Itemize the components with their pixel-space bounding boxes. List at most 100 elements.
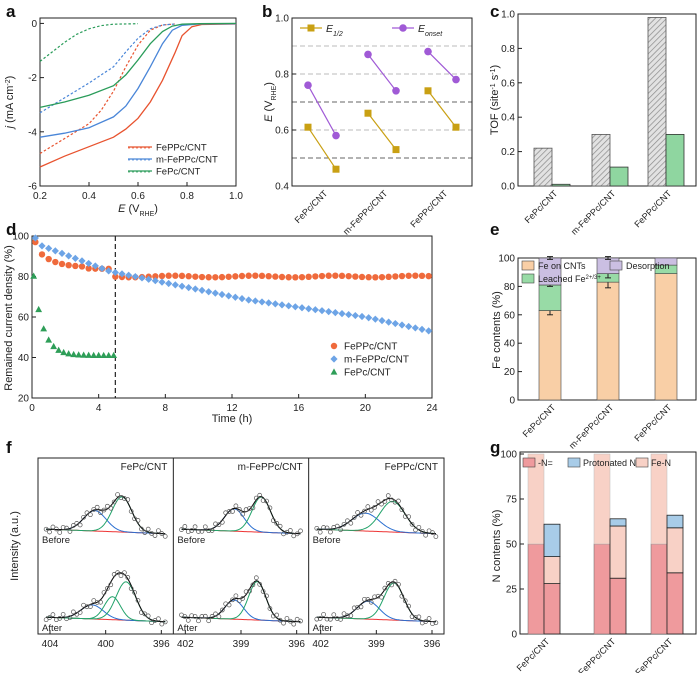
panel-f-data-point (348, 520, 354, 526)
panel-d-point-mFePPc (265, 299, 273, 307)
panel-c-tick-label-y: 0.8 (501, 44, 515, 55)
panel-f-data-point (345, 518, 350, 524)
panel-f-row-label: Before (313, 535, 341, 546)
panel-d-point-mFePPc (398, 321, 406, 329)
panel-f-data-point (108, 582, 114, 588)
panel-f-data-point (118, 573, 124, 579)
panel-d-point-mFePPc (211, 289, 219, 297)
panel-d-point-mFePPc (318, 307, 326, 315)
panel-g-bar-FeN (650, 453, 668, 545)
legend-part: onset (425, 31, 443, 38)
panel-f-data-point (267, 505, 273, 511)
panel-c-bar-green (551, 183, 571, 187)
panel-d-point-fePPc (325, 272, 332, 279)
panel-c-bar-green (665, 133, 685, 187)
panel-f-data-point (328, 616, 333, 622)
panel-a-legend-label: FePPc/CNT (156, 143, 207, 154)
panel-f-data-point (60, 612, 66, 617)
panel-label-d: d (6, 220, 17, 239)
panel-d-legend-marker (330, 355, 338, 363)
panel-f-data-point (125, 497, 131, 502)
panel-g-bar-FeN (527, 453, 545, 545)
panel-d-point-fePc (55, 346, 63, 353)
panel-f-data-point (291, 621, 297, 627)
panel-f-data-point (216, 614, 222, 619)
panel-f-data-point (128, 509, 134, 514)
panel-d-point-mFePPc (131, 272, 139, 281)
panel-f-data-point (105, 503, 110, 509)
panel-d-y-label-part: Remained current density (%) (3, 245, 15, 391)
panel-a-tick-label-y: 0 (31, 19, 37, 30)
panel-f-data-point (98, 510, 103, 516)
panel-c-category-label: m-FePPc/CNT (569, 188, 618, 237)
panel-d-point-fePPc (345, 272, 352, 280)
panel-f-data-point (402, 514, 408, 519)
panel-d-point-fePPc (232, 273, 239, 280)
panel-f-data-point (392, 578, 398, 584)
panel-d-point-mFePPc (125, 271, 133, 279)
panel-g-tick-label-y: 75 (506, 495, 518, 506)
panel-e-category-label: m-FePPc/CNT (567, 402, 616, 451)
panel-d-point-fePPc (58, 260, 66, 268)
panel-g-bar-N (650, 543, 668, 635)
panel-d-point-fePPc (52, 258, 59, 266)
panel-e-bar-segment (538, 310, 562, 401)
panel-f-data-point (321, 612, 326, 617)
panel-d-point-mFePPc (411, 324, 419, 332)
panel-f-data-point (209, 528, 215, 533)
panel-d-point-fePPc (212, 274, 219, 281)
panel-label-e: e (490, 220, 500, 239)
panel-f-data-point (375, 499, 381, 504)
panel-b-point (332, 165, 340, 173)
panel-d-point-mFePPc (178, 282, 186, 290)
panel-d-point-mFePPc (191, 285, 199, 293)
x-label-part: E (118, 203, 126, 215)
panel-g-category-label: FePPc/CNT (633, 636, 674, 673)
panel-d-point-fePPc (65, 261, 72, 269)
panel-c-tick-label-y: 0.4 (501, 113, 515, 124)
panel-f-data-point (250, 505, 256, 511)
panel-f-data-point (50, 612, 56, 617)
panel-d-tick-label-x: 12 (226, 403, 238, 414)
panel-f-data-point (189, 528, 195, 533)
panel-d-point-mFePPc (165, 279, 173, 288)
panel-d-point-fePPc (112, 273, 119, 280)
panel-g-tick-label-y: 50 (506, 540, 518, 551)
panel-f-data-point (270, 518, 276, 523)
panel-a-tick-label-x: 0.2 (33, 191, 47, 202)
panel-f-data-point (358, 512, 364, 518)
panel-d-point-mFePPc (345, 310, 353, 319)
panel-f-data-point (162, 619, 168, 625)
panel-f-data-point (77, 522, 83, 528)
panel-f-fit-green (46, 496, 166, 535)
panel-f-data-point (233, 503, 239, 509)
panel-d-tick-label-x: 24 (426, 403, 438, 414)
panel-g-tick-label-y: 0 (511, 630, 517, 641)
panel-d-point-mFePPc (258, 298, 266, 306)
panel-f-data-point (219, 519, 225, 525)
legend-part: E (326, 23, 334, 35)
panel-d-point-fePc (35, 305, 43, 313)
panel-f-data-point (324, 616, 330, 622)
panel-d-point-fePPc (158, 272, 166, 280)
panel-d-point-mFePPc (298, 304, 306, 312)
panel-f-data-point (226, 602, 232, 608)
panel-d-point-fePc (40, 325, 48, 332)
panel-f-row-label: After (177, 623, 197, 634)
panel-f-data-point (287, 528, 293, 533)
panel-f-data-point (192, 524, 198, 530)
panel-a-series-line (39, 23, 237, 138)
panel-f-data-point (287, 618, 293, 624)
panel-d-legend-label: FePc/CNT (344, 368, 391, 379)
panel-e-bar-segment (654, 257, 678, 266)
panel-f-data-point (149, 620, 154, 626)
panel-f-data-point (314, 525, 320, 531)
panel-f-data-point (324, 525, 330, 531)
panel-f-data-point (250, 582, 256, 588)
panel-f-data-point (338, 616, 343, 622)
panel-f-row-label: After (313, 623, 333, 634)
panel-d-point-mFePPc (58, 249, 66, 257)
panel-d-point-fePPc (245, 272, 252, 279)
panel-f-y-label-part: Intensity (a.u.) (9, 511, 21, 581)
panel-b-point (452, 75, 460, 84)
